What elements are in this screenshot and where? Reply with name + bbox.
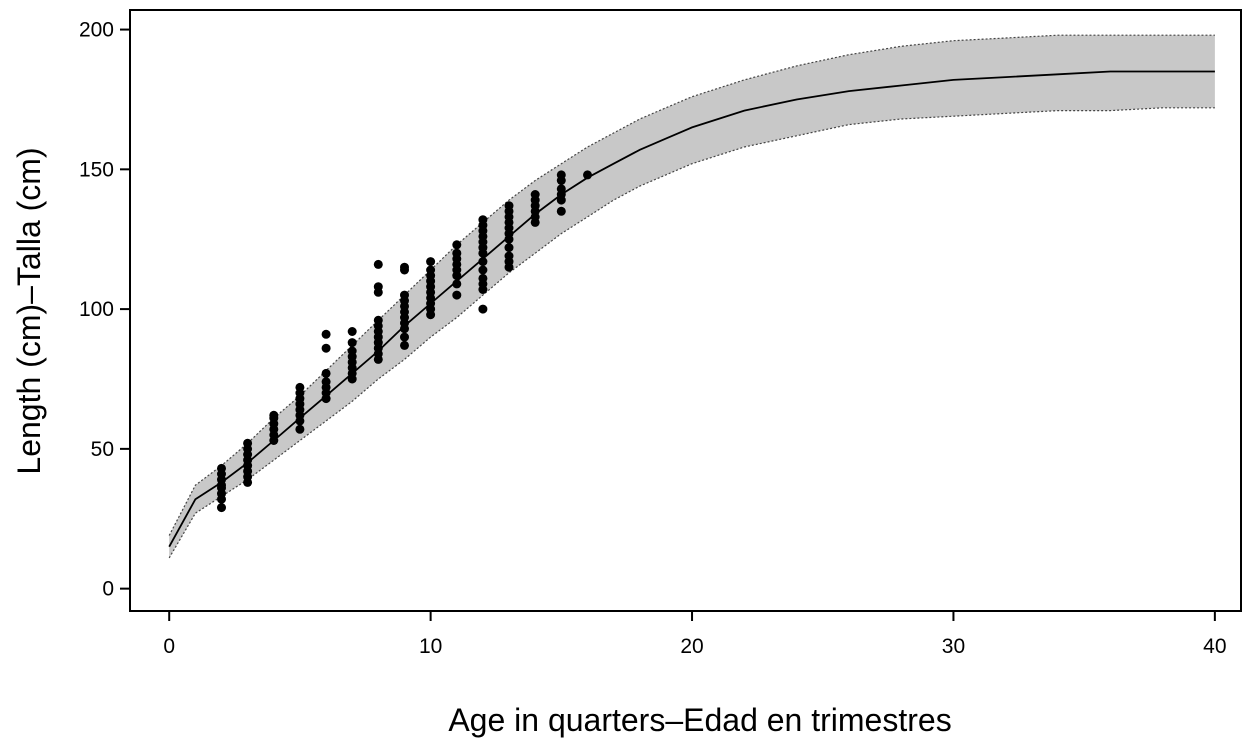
observation-point-22 — [295, 424, 305, 434]
observation-point-114 — [530, 190, 540, 199]
observation-point-120 — [556, 170, 566, 180]
y-tick-label: 0 — [102, 578, 114, 601]
x-axis: 0 10 20 30 40 — [163, 611, 1227, 658]
observation-point-15 — [243, 438, 253, 448]
observation-point-76 — [426, 257, 436, 267]
confidence-band — [169, 35, 1215, 558]
confidence-band-lower-edge — [168, 107, 1215, 559]
y-tick-label: 50 — [91, 438, 114, 461]
observation-points — [217, 170, 592, 513]
observation-point-29 — [295, 382, 305, 392]
observation-point-21 — [269, 410, 279, 420]
observation-point-75 — [426, 265, 436, 275]
y-tick-label: 200 — [79, 19, 114, 42]
confidence-band-upper-edge — [168, 34, 1215, 536]
x-axis-title: Age in quarters–Edad en trimestres — [448, 702, 951, 738]
observation-point-115 — [556, 206, 566, 216]
observation-point-57 — [400, 332, 409, 342]
observation-point-118 — [556, 184, 566, 194]
observation-point-100 — [504, 251, 514, 261]
observation-point-121 — [583, 170, 592, 180]
observation-point-52 — [373, 315, 383, 325]
observation-point-55 — [373, 259, 383, 269]
observation-point-35 — [321, 343, 331, 353]
observation-point-43 — [347, 338, 357, 348]
observation-point-42 — [347, 346, 357, 356]
observation-point-77 — [452, 290, 462, 300]
observation-point-89 — [478, 265, 488, 275]
observation-point-54 — [373, 282, 383, 292]
plot-frame — [129, 9, 1242, 612]
observation-point-88 — [478, 273, 488, 283]
x-tick-label: 0 — [163, 635, 175, 658]
observation-point-84 — [452, 240, 462, 250]
x-tick-label: 40 — [1203, 635, 1226, 658]
observation-point-66 — [400, 262, 409, 272]
observation-point-85 — [478, 304, 488, 314]
plot-area — [168, 34, 1215, 559]
observation-point-0 — [217, 503, 226, 513]
observation-point-56 — [400, 340, 409, 350]
observation-point-97 — [478, 215, 488, 225]
observation-point-90 — [478, 257, 488, 267]
x-tick-label: 20 — [680, 635, 703, 658]
observation-point-44 — [347, 327, 357, 336]
x-tick-label: 10 — [419, 635, 442, 658]
y-axis-title: Length (cm)–Talla (cm) — [11, 147, 47, 474]
y-axis: 0 50 100 150 200 — [79, 19, 130, 601]
observation-point-34 — [321, 368, 331, 378]
y-tick-label: 150 — [79, 158, 114, 181]
y-tick-label: 100 — [79, 298, 114, 321]
observation-point-36 — [321, 329, 331, 339]
observation-point-108 — [504, 201, 514, 211]
observation-point-64 — [400, 290, 409, 300]
observation-point-33 — [321, 377, 331, 387]
observation-point-83 — [452, 248, 462, 258]
observation-point-7 — [217, 463, 226, 473]
observation-point-101 — [504, 243, 514, 253]
observation-point-78 — [452, 279, 462, 289]
x-tick-label: 30 — [942, 635, 965, 658]
